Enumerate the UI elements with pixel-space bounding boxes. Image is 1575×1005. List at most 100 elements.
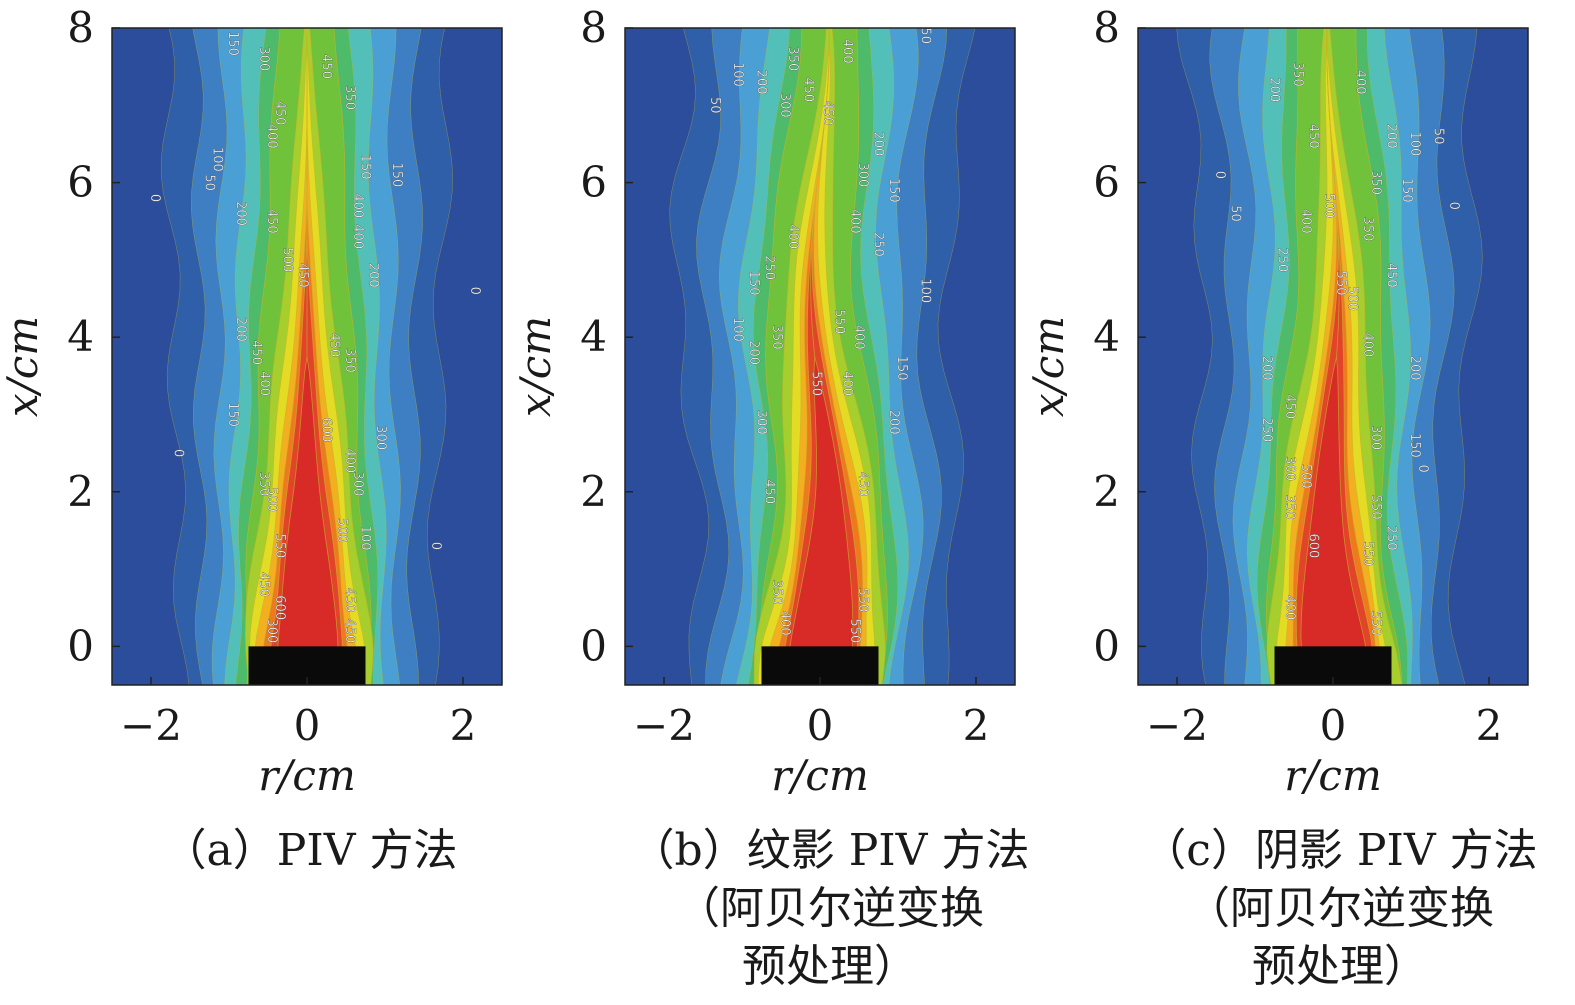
contour-label: 500	[1321, 193, 1336, 218]
contour-label: 250	[871, 232, 886, 257]
contour-label: 500	[1298, 464, 1313, 489]
contour-label: 450	[342, 618, 357, 643]
contour-label: 450	[248, 340, 263, 365]
x-axis-label: r/cm	[771, 751, 869, 800]
contour-label: 550	[1368, 495, 1383, 520]
caption-line: （阿贝尔逆变换	[1186, 883, 1494, 934]
contour-label: 150	[894, 356, 909, 381]
contour-label: 500	[280, 247, 295, 272]
x-tick-label: −2	[120, 701, 182, 750]
caption-line: （c）阴影 PIV 方法	[1142, 825, 1538, 876]
y-tick-label: 6	[1093, 158, 1120, 207]
caption-c: （c）阴影 PIV 方法 （阿贝尔逆变换 预处理）	[1100, 822, 1575, 996]
caption-line: （a）PIV 方法	[162, 825, 458, 876]
y-tick-label: 6	[67, 158, 94, 207]
y-tick-label: 0	[1093, 621, 1120, 670]
contour-label: 150	[225, 31, 240, 56]
caption-line: 预处理）	[1252, 941, 1428, 992]
contour-label: 50	[1430, 128, 1445, 145]
contour-label: 200	[1267, 77, 1282, 102]
x-tick-label: 0	[294, 701, 321, 750]
y-tick-label: 4	[1093, 312, 1120, 361]
y-axis-label: x/cm	[1024, 316, 1073, 417]
contour-label: 200	[754, 70, 769, 95]
contour-label: 300	[1282, 456, 1297, 481]
contour-band	[275, 28, 339, 685]
contour-label: 550	[847, 618, 862, 643]
contour-label: 400	[847, 209, 862, 234]
x-tick-label: 0	[1320, 701, 1347, 750]
contour-label: 500	[264, 487, 279, 512]
contour-label: 150	[389, 162, 404, 187]
contour-label: 350	[769, 580, 784, 605]
contour-label: 50	[707, 97, 722, 114]
contour-label: 500	[334, 518, 349, 543]
contour-label: 600	[1306, 533, 1321, 558]
contour-label: 150	[886, 178, 901, 203]
y-tick-label: 8	[580, 3, 607, 52]
contour-label: 400	[1360, 332, 1375, 357]
contour-label: 100	[730, 62, 745, 87]
contour-label: 200	[233, 317, 248, 342]
x-axis-label: r/cm	[258, 751, 356, 800]
contour-label: 400	[785, 224, 800, 249]
contour-label: 450	[820, 101, 835, 126]
contour-label: 400	[1352, 70, 1367, 95]
contour-label: 550	[832, 309, 847, 334]
contour-label: 0	[147, 194, 162, 202]
contour-label: 300	[264, 618, 279, 643]
contour-label: 600	[319, 417, 334, 442]
contour-label: 450	[855, 472, 870, 497]
x-tick-label: 2	[450, 701, 477, 750]
contour-label: 450	[264, 209, 279, 234]
contour-label: 250	[1384, 526, 1399, 551]
y-tick-label: 0	[67, 621, 94, 670]
contour-label: 550	[1360, 541, 1375, 566]
contour-label: 450	[295, 263, 310, 288]
contour-label: 200	[1407, 356, 1422, 381]
contour-label: 550	[1333, 271, 1348, 296]
contour-label: 100	[358, 526, 373, 551]
contour-label: 0	[1212, 171, 1227, 179]
contour-label: 350	[1368, 170, 1383, 195]
caption-a: （a）PIV 方法	[70, 822, 550, 880]
contour-label: 350	[342, 85, 357, 110]
contour-label: 450	[761, 479, 776, 504]
contour-label: 200	[746, 340, 761, 365]
y-tick-label: 8	[67, 3, 94, 52]
x-tick-label: 2	[963, 701, 990, 750]
y-tick-label: 6	[580, 158, 607, 207]
contour-label: 300	[855, 162, 870, 187]
contour-label: 400	[256, 371, 271, 396]
caption-b: （b）纹影 PIV 方法 （阿贝尔逆变换 预处理）	[590, 822, 1070, 996]
contour-label: 100	[730, 317, 745, 342]
contour-label: 200	[871, 131, 886, 156]
contour-label: 200	[365, 263, 380, 288]
contour-label: 400	[777, 611, 792, 636]
contour-label: 300	[754, 410, 769, 435]
contour-label: 350	[1290, 62, 1305, 87]
y-tick-label: 2	[1093, 467, 1120, 516]
contour-label: 400	[839, 371, 854, 396]
caption-line: 预处理）	[742, 941, 918, 992]
contour-band	[785, 28, 854, 685]
caption-line: （阿贝尔逆变换	[676, 883, 984, 934]
contour-label: 450	[326, 332, 341, 357]
contour-label: 400	[1282, 595, 1297, 620]
y-tick-label: 2	[67, 467, 94, 516]
contour-label: 450	[342, 588, 357, 613]
contour-label: 400	[839, 39, 854, 64]
y-tick-label: 2	[580, 467, 607, 516]
y-tick-label: 8	[1093, 3, 1120, 52]
contour-label: 0	[467, 287, 482, 295]
contour-label: 150	[358, 155, 373, 180]
contour-label: 150	[225, 402, 240, 427]
y-axis-label: x/cm	[0, 316, 47, 417]
contour-label: 300	[373, 425, 388, 450]
x-tick-label: −2	[633, 701, 695, 750]
contour-label: 300	[256, 46, 271, 71]
contour-label: 350	[256, 472, 271, 497]
